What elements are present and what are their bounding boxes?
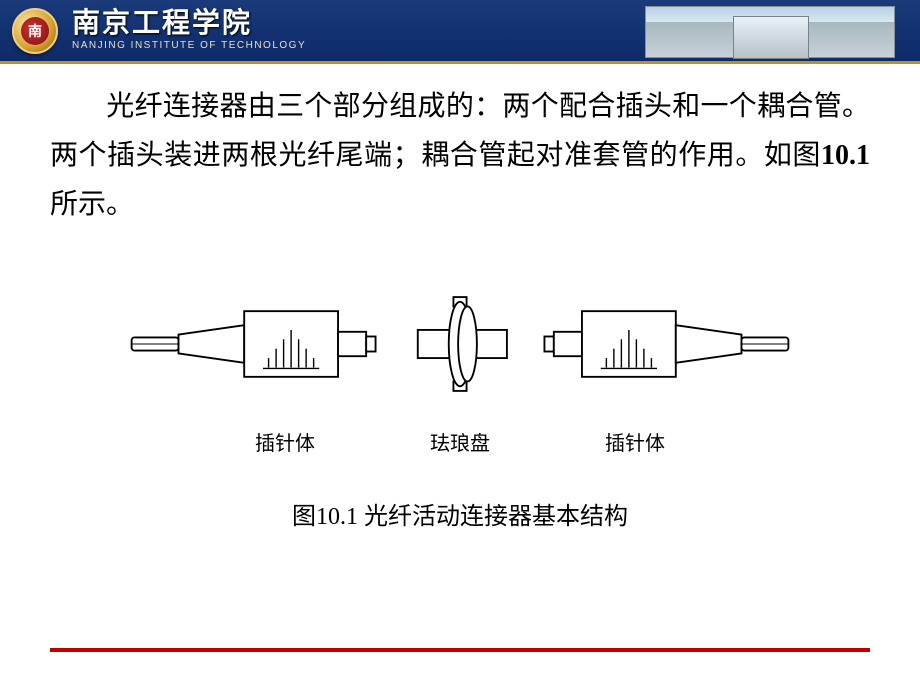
footer-divider: [50, 648, 870, 652]
coupler-sleeve-left: [418, 330, 451, 358]
header-building-image: [645, 6, 895, 58]
institution-logo: 南: [12, 8, 58, 54]
institution-name-en: NANJING INSTITUTE OF TECHNOLOGY: [72, 40, 306, 51]
figure-caption: 图10.1 光纤活动连接器基本结构: [50, 496, 870, 531]
logo-inner-glyph: 南: [21, 17, 49, 45]
figure-part-labels: 插针体 珐琅盘 插针体: [50, 427, 870, 456]
figure-container: 插针体 珐琅盘 插针体 图10.1 光纤活动连接器基本结构: [50, 269, 870, 531]
coupler-sleeve-right: [474, 330, 507, 358]
left-nub: [366, 336, 375, 351]
left-cone: [179, 325, 245, 363]
body-paragraph: 光纤连接器由三个部分组成的：两个配合插头和一个耦合管。两个插头装进两根光纤尾端；…: [50, 82, 870, 229]
label-right-plug: 插针体: [540, 427, 730, 456]
paragraph-text-post: 所示。: [50, 189, 134, 220]
header-title-block: 南京工程学院 NANJING INSTITUTE OF TECHNOLOGY: [72, 10, 306, 51]
label-left-plug: 插针体: [190, 427, 380, 456]
label-coupler: 珐琅盘: [380, 427, 540, 456]
header-bar: 南 南京工程学院 NANJING INSTITUTE OF TECHNOLOGY: [0, 0, 920, 64]
left-tip: [338, 332, 366, 356]
institution-name-cn: 南京工程学院: [72, 10, 306, 38]
coupler-disc-front: [458, 306, 477, 381]
connector-diagram: [80, 269, 840, 419]
right-nub: [544, 336, 553, 351]
slide-content: 光纤连接器由三个部分组成的：两个配合插头和一个耦合管。两个插头装进两根光纤尾端；…: [0, 64, 920, 531]
right-tip: [554, 332, 582, 356]
right-cone: [676, 325, 742, 363]
paragraph-text-pre: 光纤连接器由三个部分组成的：两个配合插头和一个耦合管。两个插头装进两根光纤尾端；…: [50, 91, 870, 171]
figure-reference: 10.1: [821, 140, 870, 171]
